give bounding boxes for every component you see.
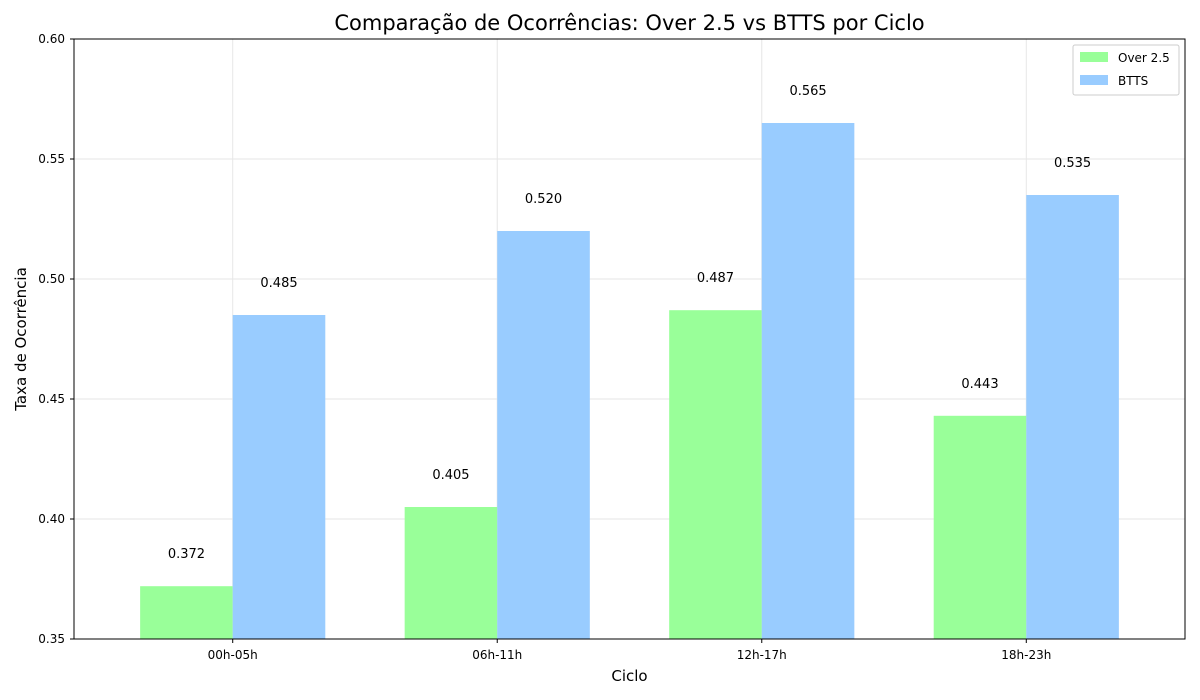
- y-tick-label: 0.45: [38, 392, 65, 406]
- y-tick-label: 0.60: [38, 32, 65, 46]
- bars: [140, 123, 1119, 639]
- bar-value-label: 0.565: [789, 84, 826, 99]
- x-axis-label: Ciclo: [611, 667, 647, 685]
- bar-value-label: 0.405: [432, 468, 469, 483]
- bar-over-2-5-00h-05h: [140, 586, 233, 639]
- bar-over-2-5-12h-17h: [669, 310, 762, 639]
- bar-value-label: 0.487: [697, 271, 734, 286]
- y-tick-label: 0.50: [38, 272, 65, 286]
- y-tick-label: 0.55: [38, 152, 65, 166]
- bar-value-label: 0.520: [525, 192, 562, 207]
- x-tick-label: 18h-23h: [1001, 648, 1051, 662]
- legend-swatch-btts: [1080, 75, 1108, 85]
- y-tick-label: 0.40: [38, 512, 65, 526]
- legend-label-btts: BTTS: [1118, 74, 1148, 88]
- bar-value-label: 0.485: [260, 276, 297, 291]
- bar-btts-18h-23h: [1026, 195, 1119, 639]
- bar-value-label: 0.372: [168, 547, 205, 562]
- plot-area-frame: [73, 38, 1186, 640]
- bar-over-2-5-06h-11h: [404, 507, 498, 639]
- legend: Over 2.5 BTTS: [1072, 44, 1180, 96]
- x-tick-label: 12h-17h: [737, 648, 787, 662]
- bar-over-2-5-18h-23h: [933, 415, 1027, 639]
- legend-label-over-2-5: Over 2.5: [1118, 51, 1170, 65]
- axis-ticks: 0.35 0.40 0.45 0.50 0.55 0.60 00h-05h 06h-11h 12…: [38, 32, 1051, 662]
- bar-btts-12h-17h: [761, 123, 855, 639]
- bar-btts-00h-05h: [232, 315, 326, 639]
- bar-btts-06h-11h: [497, 231, 590, 639]
- chart-title: Comparação de Ocorrências: Over 2.5 vs B…: [334, 11, 924, 35]
- y-axis-label: Taxa de Ocorrência: [12, 267, 30, 412]
- value-labels: 0.372 0.405 0.487 0.443 0.485 0.520 0.565 0.535: [168, 84, 1091, 562]
- bar-value-label: 0.443: [961, 377, 998, 392]
- x-tick-label: 00h-05h: [208, 648, 258, 662]
- y-tick-label: 0.35: [38, 632, 65, 646]
- legend-swatch-over-2-5: [1080, 52, 1108, 62]
- x-tick-label: 06h-11h: [472, 648, 522, 662]
- bar-value-label: 0.535: [1054, 156, 1091, 171]
